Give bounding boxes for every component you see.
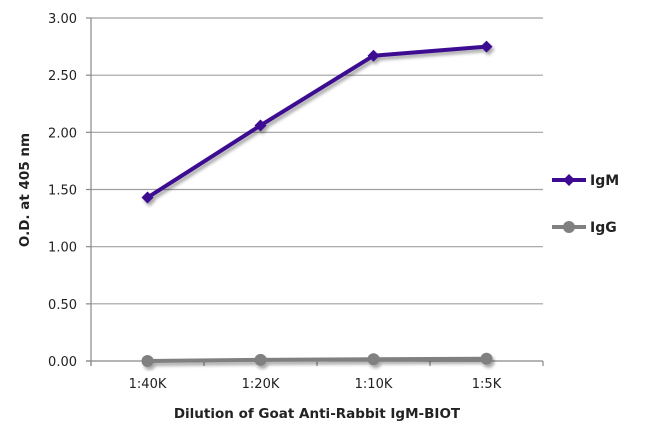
- y-axis-ticks: 0.00 0.50 1.00 1.50 2.00 2.50 3.00: [48, 12, 91, 370]
- x-tick-label: 1:10K: [355, 377, 393, 392]
- series-igg: [141, 352, 493, 367]
- legend-label: IgM: [590, 173, 619, 189]
- y-tick-label: 0.50: [48, 298, 77, 313]
- gridlines: [91, 17, 543, 305]
- legend-label: IgG: [590, 220, 617, 236]
- legend-item-igm: IgM: [552, 173, 619, 189]
- x-axis-ticks: 1:40K 1:20K 1:10K 1:5K: [90, 361, 544, 392]
- y-tick-label: 1.00: [48, 241, 77, 256]
- y-tick-label: 3.00: [48, 12, 77, 27]
- y-axis-title: O.D. at 405 nm: [17, 133, 33, 247]
- x-axis-title: Dilution of Goat Anti-Rabbit IgM-BIOT: [174, 406, 461, 422]
- x-tick-label: 1:20K: [242, 377, 280, 392]
- x-tick-label: 1:5K: [472, 377, 502, 392]
- x-tick-label: 1:40K: [129, 377, 167, 392]
- y-tick-label: 2.50: [48, 69, 77, 84]
- series-igm: [141, 40, 493, 204]
- legend-item-igg: IgG: [552, 220, 617, 236]
- legend: IgM IgG: [552, 173, 619, 236]
- data-series: [141, 40, 493, 367]
- y-tick-label: 1.50: [48, 184, 77, 199]
- y-tick-label: 0.00: [48, 355, 77, 370]
- y-tick-label: 2.00: [48, 126, 77, 141]
